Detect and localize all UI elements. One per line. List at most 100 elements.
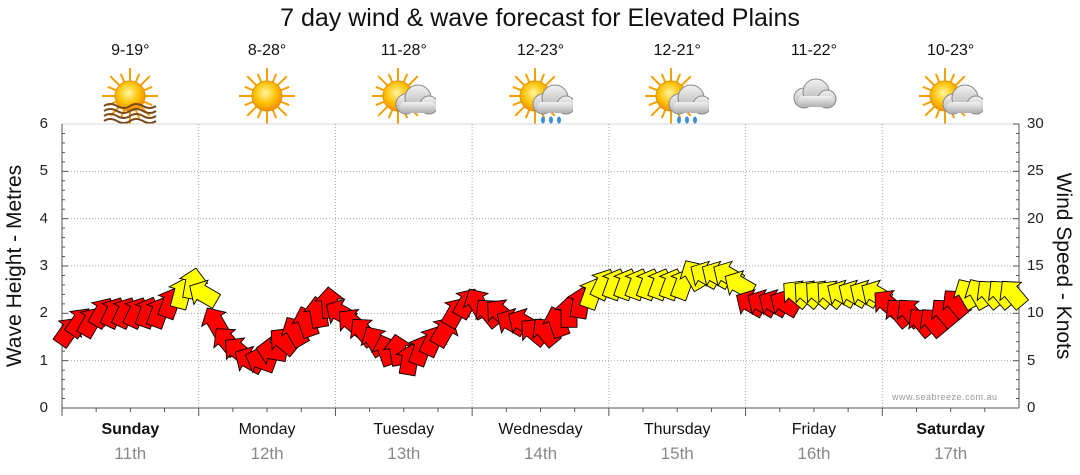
sun-ray bbox=[511, 100, 522, 107]
cloud-shape bbox=[793, 78, 837, 109]
day-name-label: Sunday bbox=[101, 421, 160, 438]
sun-haze-icon bbox=[102, 68, 159, 124]
day-date-label: 16th bbox=[797, 444, 831, 463]
day-name-label: Friday bbox=[791, 421, 837, 438]
sun-cloud-icon bbox=[371, 68, 436, 124]
day-name-label: Saturday bbox=[916, 421, 985, 438]
sun-ray bbox=[109, 75, 121, 87]
y-tick-label-right: 5 bbox=[1027, 351, 1036, 369]
rain-drop bbox=[685, 116, 690, 124]
y-tick-label-left: 5 bbox=[39, 162, 48, 180]
sun-ray bbox=[676, 73, 682, 83]
sun-ray bbox=[648, 85, 658, 92]
sun-cloud-rain-icon bbox=[645, 68, 710, 124]
y-axis-right-label: Wind Speed - Knots bbox=[1052, 172, 1075, 360]
sun-ray bbox=[539, 73, 545, 83]
sun-ray bbox=[524, 73, 530, 83]
sun-ray bbox=[276, 75, 288, 87]
day-date-label: 15th bbox=[660, 444, 694, 463]
sun-ray bbox=[924, 105, 935, 117]
rain-drop bbox=[693, 116, 698, 124]
sun-disc bbox=[251, 80, 283, 112]
haze-line bbox=[103, 103, 157, 109]
cloud-base bbox=[673, 102, 710, 113]
cloud-icon bbox=[793, 78, 837, 109]
cloud-shape bbox=[668, 84, 710, 124]
sun-ray bbox=[107, 85, 117, 92]
sun-ray bbox=[256, 109, 263, 119]
sun-ray bbox=[511, 85, 522, 92]
temperature-range: 11-22° bbox=[790, 42, 837, 59]
y-tick-label-left: 6 bbox=[39, 115, 48, 132]
day-date-label: 11th bbox=[114, 444, 147, 463]
sun-ray bbox=[280, 85, 290, 92]
sun-ray bbox=[934, 73, 940, 83]
sun-cloud-icon bbox=[918, 68, 983, 124]
sun-ray bbox=[513, 75, 525, 87]
sun-ray bbox=[513, 105, 525, 117]
y-tick-label-right: 15 bbox=[1027, 257, 1044, 274]
y-tick-label-right: 25 bbox=[1027, 162, 1044, 180]
sun-ray bbox=[135, 73, 141, 83]
temperature-range: 12-21° bbox=[653, 42, 701, 59]
sun-ray bbox=[280, 100, 290, 107]
chart-title: 7 day wind & wave forecast for Elevated … bbox=[280, 4, 800, 32]
sun-ray bbox=[949, 73, 955, 83]
sun-ray bbox=[120, 73, 126, 83]
sun-ray bbox=[271, 109, 278, 119]
day-date-label: 13th bbox=[387, 444, 421, 463]
rain-drop bbox=[548, 116, 553, 124]
y-tick-label-right: 10 bbox=[1027, 304, 1044, 322]
sun-ray bbox=[661, 73, 667, 83]
haze-line bbox=[103, 113, 157, 119]
haze-line bbox=[103, 108, 157, 114]
sun-icon bbox=[239, 68, 296, 124]
day-date-label: 17th bbox=[934, 444, 968, 463]
sun-ray bbox=[377, 75, 388, 87]
temperature-range: 11-28° bbox=[380, 42, 427, 59]
day-name-label: Wednesday bbox=[498, 421, 583, 438]
sun-ray bbox=[650, 75, 662, 87]
y-tick-label-left: 2 bbox=[39, 304, 48, 322]
sun-ray bbox=[922, 85, 932, 92]
y-tick-label-left: 4 bbox=[39, 209, 48, 227]
sun-ray bbox=[922, 100, 932, 107]
sun-cloud-rain-icon bbox=[508, 68, 573, 124]
sun-ray bbox=[375, 100, 385, 107]
sun-ray bbox=[143, 100, 153, 107]
sun-ray bbox=[650, 105, 662, 117]
credit-text: www.seabreeze.com.au bbox=[892, 392, 998, 402]
day-name-label: Thursday bbox=[643, 421, 711, 438]
sun-ray bbox=[544, 75, 556, 87]
sun-ray bbox=[924, 75, 935, 87]
y-tick-label-right: 30 bbox=[1027, 115, 1044, 132]
sun-ray bbox=[276, 105, 288, 117]
sun-ray bbox=[244, 100, 254, 107]
sun-ray bbox=[375, 85, 385, 92]
sun-ray bbox=[143, 85, 153, 92]
temperature-range: 8-28° bbox=[247, 42, 287, 59]
cloud-base bbox=[797, 96, 834, 107]
cloud-base bbox=[536, 102, 573, 113]
temperature-range: 12-23° bbox=[516, 42, 565, 59]
sun-ray bbox=[377, 105, 388, 117]
sun-ray bbox=[681, 75, 692, 87]
cloud-shape bbox=[395, 84, 436, 115]
sun-ray bbox=[271, 73, 278, 83]
y-tick-label-right: 0 bbox=[1027, 399, 1036, 416]
sun-ray bbox=[244, 85, 254, 92]
sun-ray bbox=[387, 109, 393, 119]
day-name-label: Monday bbox=[238, 421, 296, 438]
rain-drop bbox=[677, 116, 682, 124]
wind-arrow bbox=[189, 279, 222, 309]
y-tick-label-left: 1 bbox=[39, 351, 48, 369]
sun-ray bbox=[140, 75, 151, 87]
sun-ray bbox=[402, 73, 408, 83]
cloud-shape bbox=[532, 84, 573, 124]
cloud-shape bbox=[942, 84, 983, 115]
y-tick-label-left: 0 bbox=[39, 399, 48, 416]
temperature-range: 10-23° bbox=[926, 42, 975, 59]
y-axis-left-label: Wave Height - Metres bbox=[3, 164, 26, 368]
day-name-label: Tuesday bbox=[373, 421, 435, 438]
